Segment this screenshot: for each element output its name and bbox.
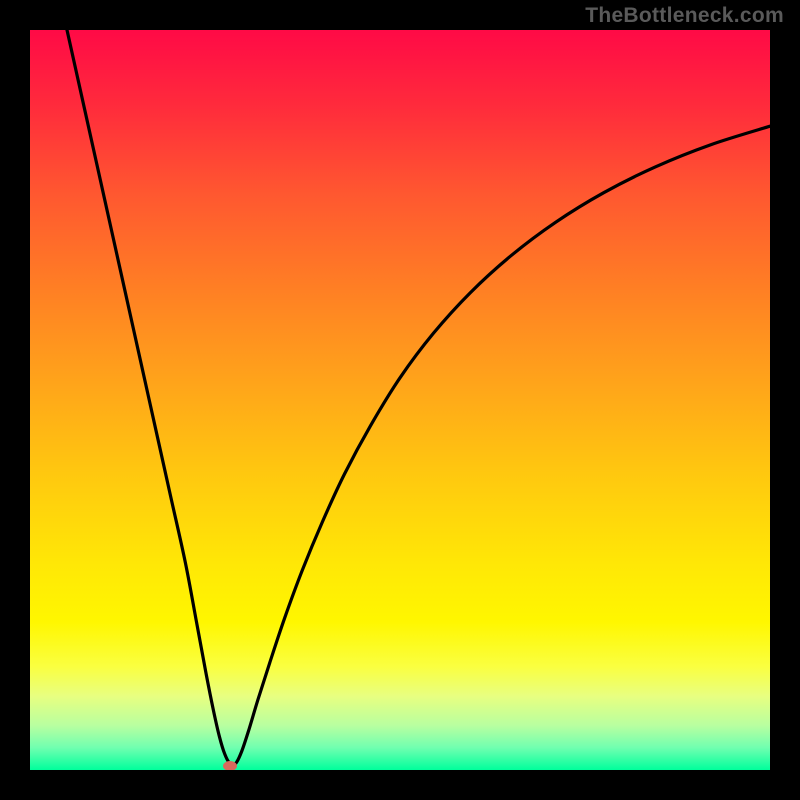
minimum-marker [223,761,237,770]
watermark-text: TheBottleneck.com [585,4,784,28]
bottleneck-curve [30,30,770,770]
plot-area [30,30,770,770]
